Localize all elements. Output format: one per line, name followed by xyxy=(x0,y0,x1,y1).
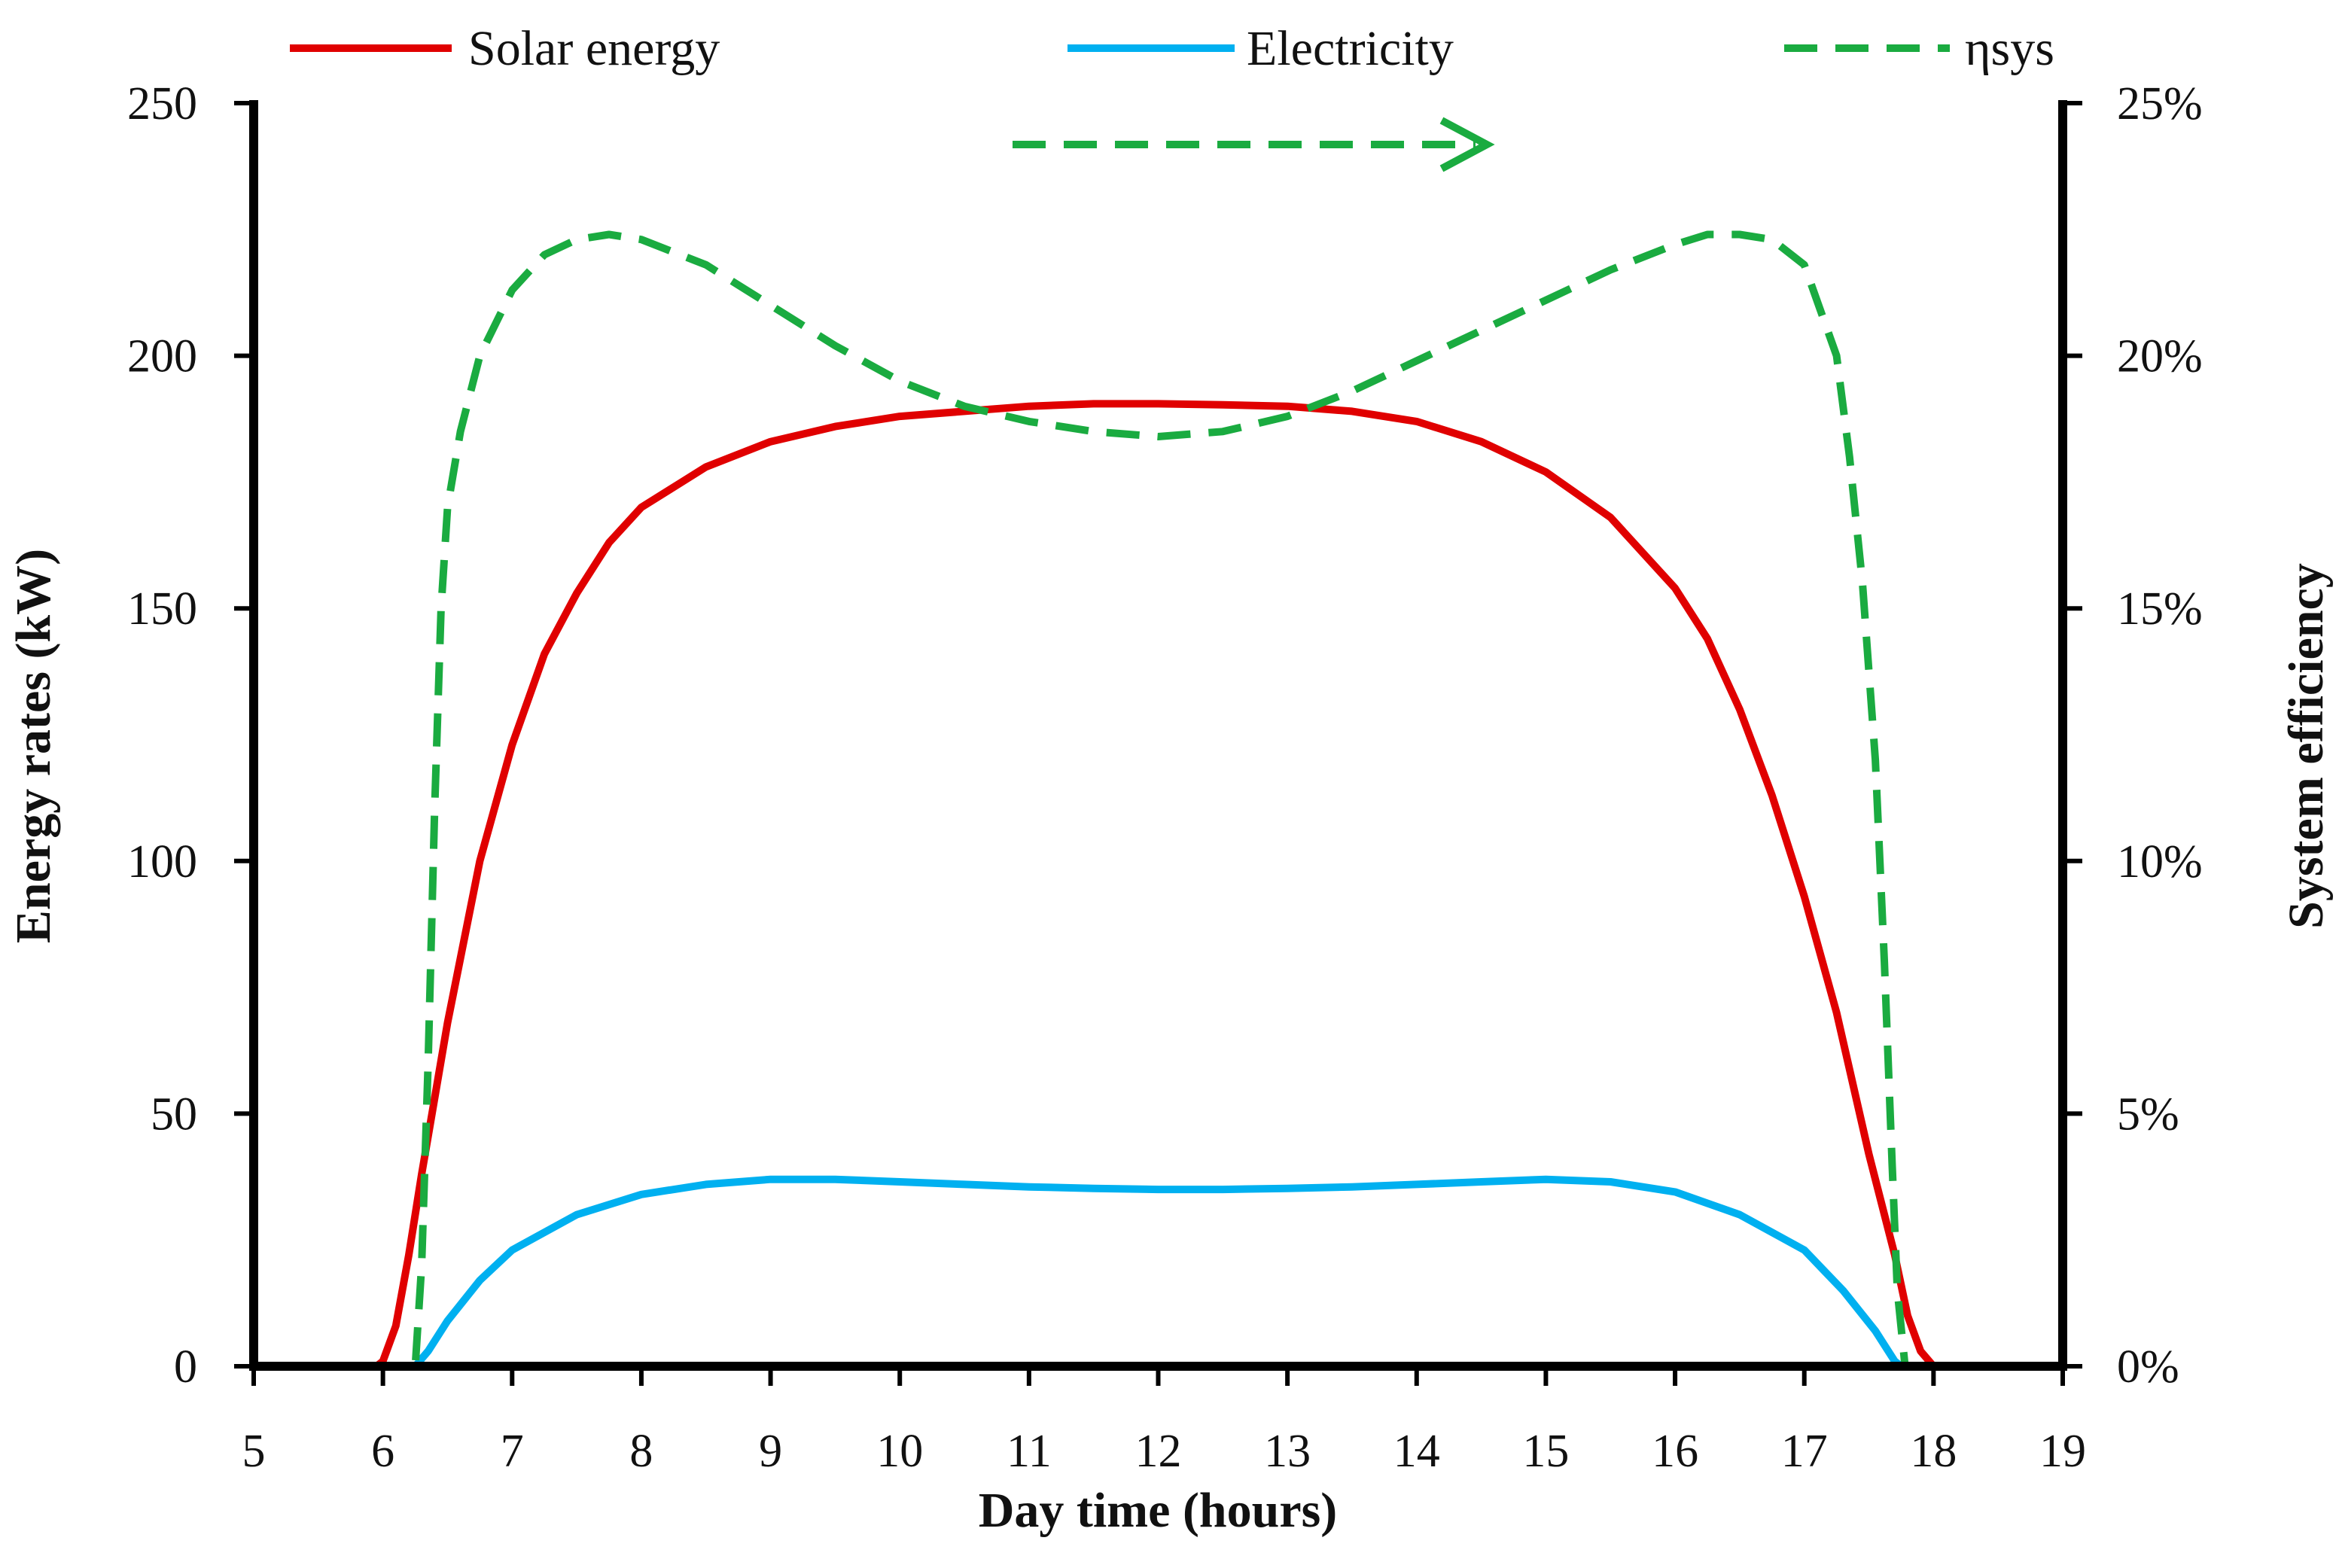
x-tick-label: 10 xyxy=(876,1426,923,1477)
plot-marks xyxy=(370,230,1947,1370)
legend-label: Electricity xyxy=(1247,21,1454,76)
y-tick-label: 0 xyxy=(174,1341,197,1393)
y2-tick-label: 0% xyxy=(2117,1341,2179,1393)
axes xyxy=(234,100,2082,1386)
x-tick-label: 17 xyxy=(1781,1426,1828,1477)
series-line-electricity xyxy=(376,1175,1947,1370)
y2-tick-label: 15% xyxy=(2117,583,2203,635)
x-tick-label: 11 xyxy=(1007,1426,1052,1477)
x-tick-label: 14 xyxy=(1393,1426,1440,1477)
x-tick-label: 8 xyxy=(629,1426,653,1477)
y-tick-label: 150 xyxy=(127,583,197,635)
x-tick-label: 12 xyxy=(1135,1426,1182,1477)
x-tick-label: 13 xyxy=(1264,1426,1311,1477)
x-tick-label: 18 xyxy=(1910,1426,1957,1477)
x-tick-label: 15 xyxy=(1522,1426,1569,1477)
arrow-head xyxy=(1439,117,1495,172)
legend-label: ηsys xyxy=(1965,21,2054,76)
y2-tick-label: 10% xyxy=(2117,836,2203,888)
y2-tick-label: 25% xyxy=(2117,78,2203,129)
x-tick-label: 5 xyxy=(242,1426,266,1477)
y-axis-title: Energy rates (kW) xyxy=(6,549,61,943)
y-tick-label: 250 xyxy=(127,78,197,129)
y-tick-label: 200 xyxy=(127,331,197,382)
x-tick-label: 6 xyxy=(371,1426,394,1477)
x-tick-label: 19 xyxy=(2039,1426,2086,1477)
x-tick-label: 16 xyxy=(1652,1426,1698,1477)
y2-tick-label: 20% xyxy=(2117,331,2203,382)
legend-label: Solar energy xyxy=(468,21,720,76)
tick-labels: 5 6 7 8 9 10 11 12 13 14 15 16 17 18 19 0 50 100 150 200 250… xyxy=(127,78,2203,1477)
y2-axis-title: System efficiency xyxy=(2279,563,2334,929)
legend: Solar energy Electricity ηsys xyxy=(290,21,2054,76)
axis-hint-annotation xyxy=(1013,117,1495,172)
series-line-solar-energy xyxy=(374,400,1947,1370)
y2-tick-label: 5% xyxy=(2117,1088,2179,1140)
x-axis-title: Day time (hours) xyxy=(979,1483,1338,1538)
y-tick-label: 50 xyxy=(151,1088,197,1140)
x-tick-label: 7 xyxy=(501,1426,524,1477)
x-tick-label: 9 xyxy=(759,1426,782,1477)
y-tick-label: 100 xyxy=(127,836,197,888)
series-line-efficiency xyxy=(370,230,1947,1370)
